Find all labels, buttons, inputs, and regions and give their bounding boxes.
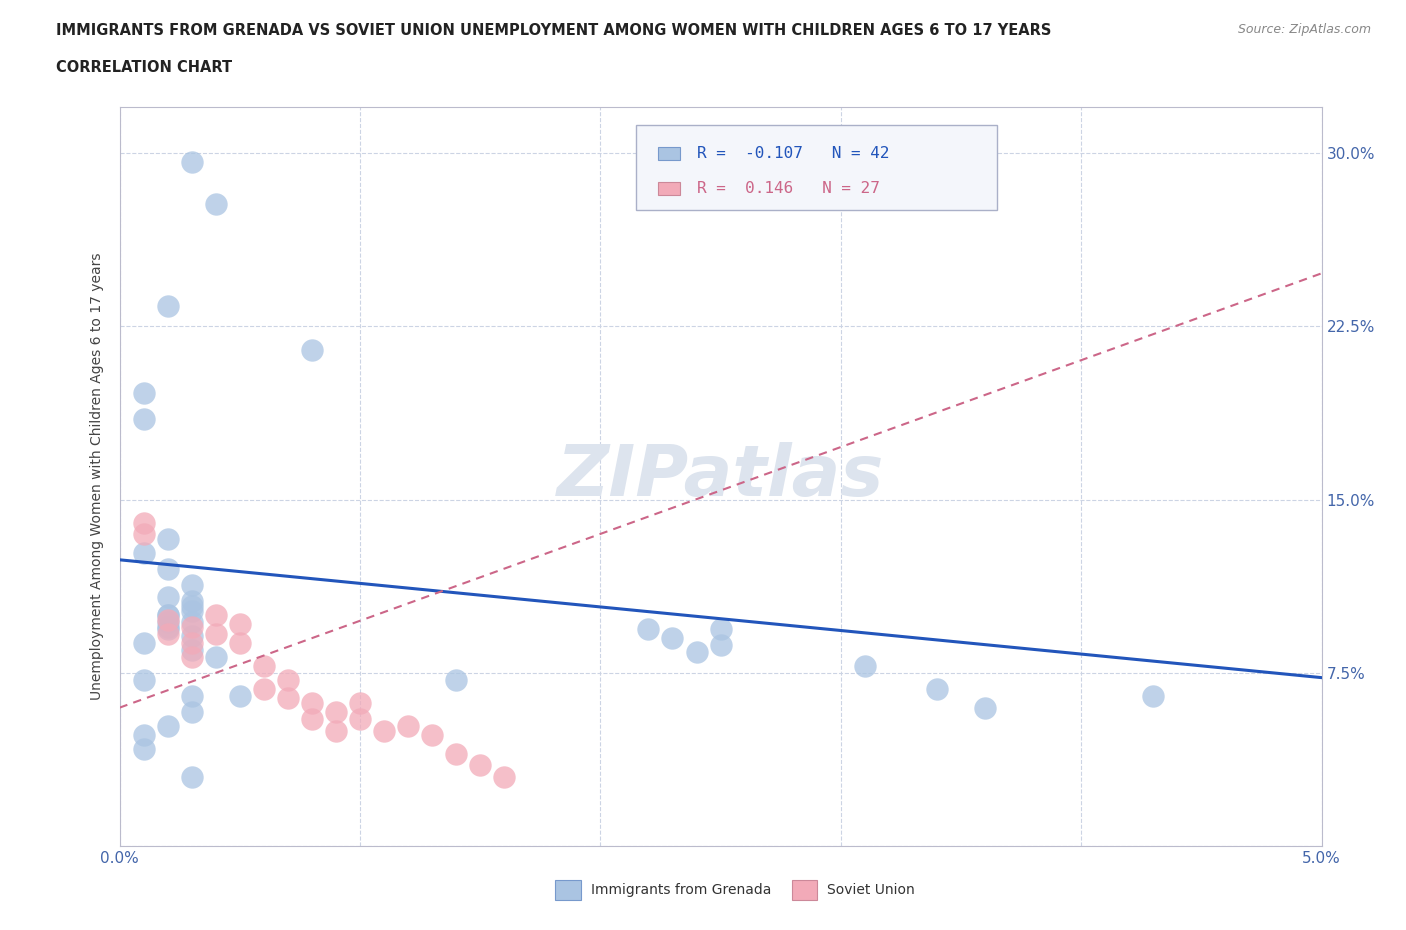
Point (301, 696, 323, 711)
Point (180, 615, 202, 630)
Text: ZIPatlas: ZIPatlas (557, 442, 884, 512)
Point (253, 682, 276, 697)
Point (180, 594, 202, 609)
Point (709, 621, 731, 636)
Point (156, 608, 179, 623)
Point (373, 724, 395, 738)
Point (301, 711, 323, 726)
Point (444, 747, 467, 762)
Point (974, 700, 997, 715)
Point (132, 742, 155, 757)
Point (132, 672, 155, 687)
Point (156, 719, 179, 734)
Point (156, 562, 179, 577)
Point (349, 711, 371, 726)
Text: CORRELATION CHART: CORRELATION CHART (56, 60, 232, 75)
FancyBboxPatch shape (555, 880, 581, 900)
Text: Source: ZipAtlas.com: Source: ZipAtlas.com (1237, 23, 1371, 36)
Y-axis label: Unemployment Among Women with Children Ages 6 to 17 years: Unemployment Among Women with Children A… (90, 253, 104, 700)
Point (132, 386, 155, 401)
Point (1142, 689, 1164, 704)
Point (156, 619, 179, 634)
Point (228, 635, 252, 650)
Point (156, 626, 179, 641)
Point (685, 644, 707, 659)
Point (228, 689, 252, 704)
Text: R =  -0.107   N = 42: R = -0.107 N = 42 (696, 146, 889, 161)
Point (180, 578, 202, 592)
Point (396, 719, 419, 734)
Point (132, 635, 155, 650)
Point (204, 626, 226, 641)
Point (156, 590, 179, 604)
Point (204, 196, 226, 211)
Point (709, 638, 731, 653)
Point (925, 682, 948, 697)
FancyBboxPatch shape (792, 880, 817, 900)
Point (204, 649, 226, 664)
Point (180, 599, 202, 614)
Point (180, 635, 202, 650)
Point (132, 515, 155, 530)
Text: Immigrants from Grenada: Immigrants from Grenada (591, 883, 770, 897)
Point (156, 613, 179, 628)
Point (180, 604, 202, 618)
FancyBboxPatch shape (637, 126, 997, 210)
Point (180, 643, 202, 658)
Point (661, 631, 683, 645)
Point (349, 696, 371, 711)
Point (180, 769, 202, 784)
Point (156, 532, 179, 547)
Point (180, 629, 202, 644)
Point (204, 608, 226, 623)
Point (277, 672, 299, 687)
Point (132, 728, 155, 743)
Point (156, 615, 179, 630)
Point (132, 545, 155, 560)
Point (180, 619, 202, 634)
Point (132, 411, 155, 426)
Text: IMMIGRANTS FROM GRENADA VS SOVIET UNION UNEMPLOYMENT AMONG WOMEN WITH CHILDREN A: IMMIGRANTS FROM GRENADA VS SOVIET UNION … (56, 23, 1052, 38)
Point (180, 649, 202, 664)
Text: Soviet Union: Soviet Union (827, 883, 914, 897)
Text: R =  0.146   N = 27: R = 0.146 N = 27 (696, 180, 879, 196)
Point (228, 618, 252, 632)
Point (156, 621, 179, 636)
Point (180, 705, 202, 720)
Point (420, 728, 443, 743)
Point (180, 689, 202, 704)
Point (180, 155, 202, 170)
Point (253, 658, 276, 673)
FancyBboxPatch shape (658, 181, 679, 195)
Point (277, 691, 299, 706)
FancyBboxPatch shape (658, 147, 679, 160)
Point (494, 769, 516, 784)
Point (468, 758, 492, 773)
Point (444, 672, 467, 687)
Point (325, 724, 347, 738)
Point (325, 705, 347, 720)
Point (301, 342, 323, 357)
Point (853, 658, 876, 673)
Point (156, 299, 179, 313)
Point (132, 527, 155, 542)
Point (156, 608, 179, 623)
Point (637, 621, 659, 636)
